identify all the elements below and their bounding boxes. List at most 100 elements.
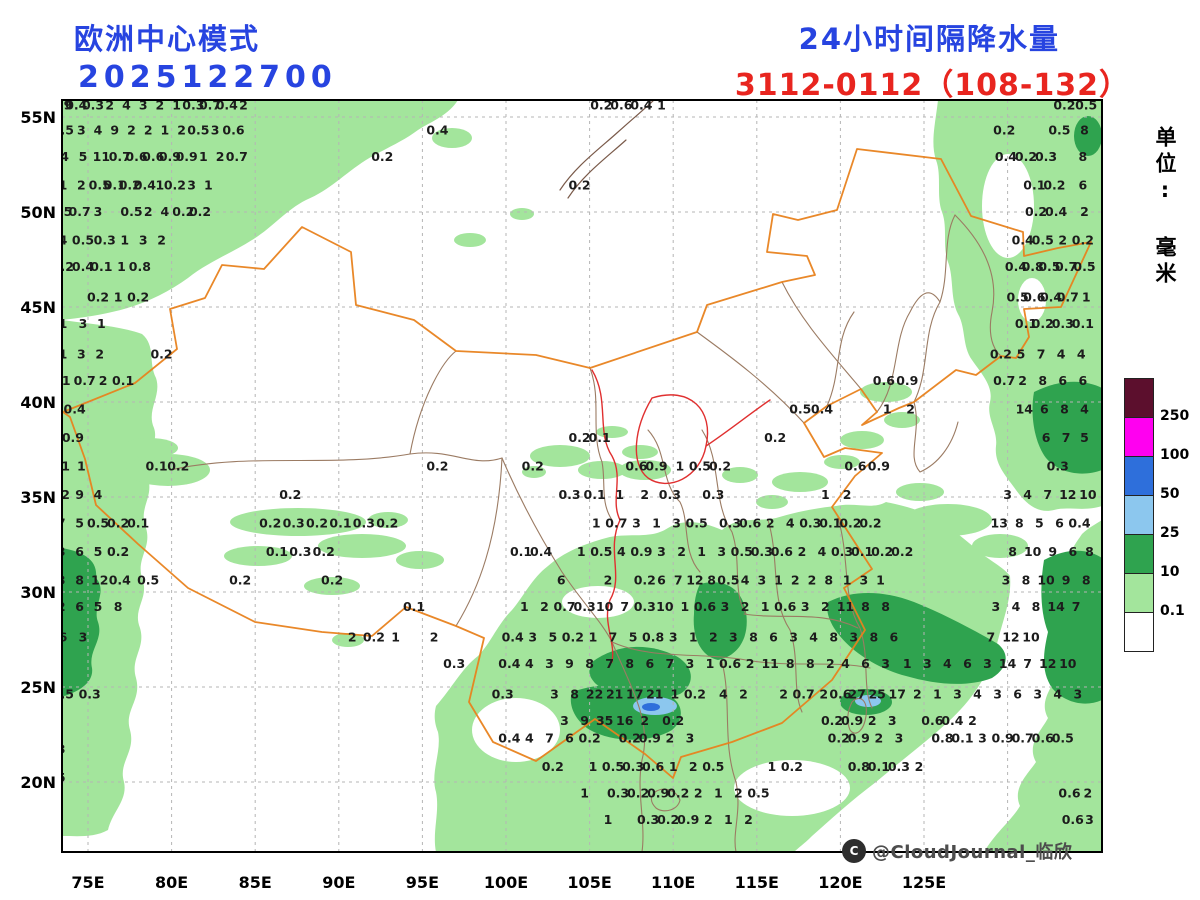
value-label: 0.9 xyxy=(896,373,918,388)
value-label: 8 xyxy=(1008,544,1017,559)
value-label: 22 xyxy=(586,687,603,702)
value-label: 2 xyxy=(808,573,817,588)
value-label: 0.6 xyxy=(610,98,632,113)
value-label: 0.5 xyxy=(187,122,209,137)
value-label: 0.5 xyxy=(1052,730,1074,745)
value-label: 1 xyxy=(774,573,783,588)
boundary-lines xyxy=(62,100,1092,852)
value-label: 12 xyxy=(91,573,108,588)
value-label: 1 xyxy=(580,785,589,800)
value-label: 1 xyxy=(172,98,181,113)
value-label: 3 xyxy=(560,713,569,728)
value-label: 0.4 xyxy=(109,573,131,588)
value-label: 0.3 xyxy=(751,544,773,559)
value-label: 4 xyxy=(1023,487,1032,502)
value-label: 3 xyxy=(94,204,103,219)
value-label: 8 xyxy=(75,573,84,588)
grid-point-values: 0.90.40.3 2 4 3 2 1 0.30.70.4 2 0.20.60.4 1 0.2 0.5… xyxy=(50,98,1097,827)
value-label: 4 xyxy=(973,687,982,702)
value-label: 0.6 xyxy=(719,656,741,671)
value-label: 1 xyxy=(843,573,852,588)
value-label: 0.3 xyxy=(607,785,629,800)
value-label: 0.2 xyxy=(1072,233,1094,248)
value-label: 4 xyxy=(943,656,952,671)
value-label: 11 xyxy=(837,599,854,614)
value-label: 11 xyxy=(53,459,70,474)
value-label: 3 xyxy=(721,599,730,614)
value-label: 2 xyxy=(704,812,713,827)
legend-color-cell xyxy=(1124,612,1154,652)
value-label: 0.8 xyxy=(848,759,870,774)
value-label: 0.7 xyxy=(1057,290,1079,305)
value-label: 0.1 xyxy=(127,516,149,531)
legend-threshold-label: 250 xyxy=(1160,408,1190,424)
value-label: 8 xyxy=(1015,516,1024,531)
value-label: 2 xyxy=(689,759,698,774)
legend-color-cell xyxy=(1124,495,1154,535)
value-label: 1 xyxy=(114,290,123,305)
value-label: 3 xyxy=(1002,573,1011,588)
value-label: 1 xyxy=(117,259,126,274)
value-label: 8 xyxy=(1080,122,1089,137)
value-label: 4 xyxy=(818,544,827,559)
value-label: 0.2 xyxy=(709,459,731,474)
value-label: 0.7 xyxy=(605,516,627,531)
value-label: 0.5 xyxy=(686,516,708,531)
value-label: 1 xyxy=(883,402,892,417)
value-label: 2 xyxy=(430,630,439,645)
map-frame xyxy=(61,99,1103,853)
value-label: 0.9 xyxy=(841,713,863,728)
value-label: 0.6 xyxy=(1032,730,1054,745)
value-label: 10 xyxy=(1022,630,1040,645)
value-label: 0.9 xyxy=(848,730,870,745)
value-label: 8 xyxy=(749,630,758,645)
value-label: 0.2 xyxy=(107,516,129,531)
value-label: 0.2 xyxy=(627,785,649,800)
lon-tick-label: 90E xyxy=(322,873,355,892)
value-label: 0.6 xyxy=(921,713,943,728)
value-label: 0.1 xyxy=(403,599,425,614)
value-label: 1 xyxy=(671,687,680,702)
value-label: 7 xyxy=(605,656,614,671)
value-label: 8 xyxy=(786,656,795,671)
value-label: 6 xyxy=(1078,373,1087,388)
value-label: 0.2 xyxy=(590,98,612,113)
lat-tick-label: 25N xyxy=(20,678,56,697)
value-label: 0.5 xyxy=(1007,290,1029,305)
value-label: 3 xyxy=(139,233,148,248)
value-label: 0.4 xyxy=(498,656,520,671)
lon-tick-label: 80E xyxy=(155,873,188,892)
value-label: 0.2 xyxy=(279,487,301,502)
value-label: 6 xyxy=(861,656,870,671)
value-label: 3 xyxy=(849,630,858,645)
value-label: 5 xyxy=(1017,347,1026,362)
value-label: 0.5 xyxy=(747,785,769,800)
value-label: 0.4 xyxy=(216,98,238,113)
value-label: 0.3 xyxy=(558,487,580,502)
value-label: 1 xyxy=(821,487,830,502)
value-label: 0.2 xyxy=(1043,177,1065,192)
value-label: 0.1 xyxy=(1015,316,1037,331)
value-label: 0.9 xyxy=(645,459,667,474)
value-label: 16 xyxy=(616,713,634,728)
value-label: 3 xyxy=(992,599,1001,614)
value-label: 3 xyxy=(1003,487,1012,502)
value-label: 17 xyxy=(626,687,643,702)
value-label: 0.5 xyxy=(50,204,72,219)
value-label: 3 xyxy=(672,516,681,531)
value-label: 2 xyxy=(746,656,755,671)
value-label: 0.5 xyxy=(52,122,74,137)
value-label: 1 xyxy=(615,487,624,502)
value-label: 5 xyxy=(94,599,103,614)
value-label: 0.2 xyxy=(229,573,251,588)
value-label: 0.2 xyxy=(1053,98,1075,113)
value-label: 1 xyxy=(589,759,598,774)
value-label: 2 xyxy=(915,759,924,774)
value-label: 0.3 xyxy=(574,599,596,614)
value-label: 8 xyxy=(881,599,890,614)
value-label: 2 xyxy=(709,630,718,645)
value-label: 0.5 xyxy=(120,204,142,219)
value-label: 0.2 xyxy=(990,347,1012,362)
value-label: 2 xyxy=(821,599,830,614)
value-label: 5 xyxy=(94,544,103,559)
